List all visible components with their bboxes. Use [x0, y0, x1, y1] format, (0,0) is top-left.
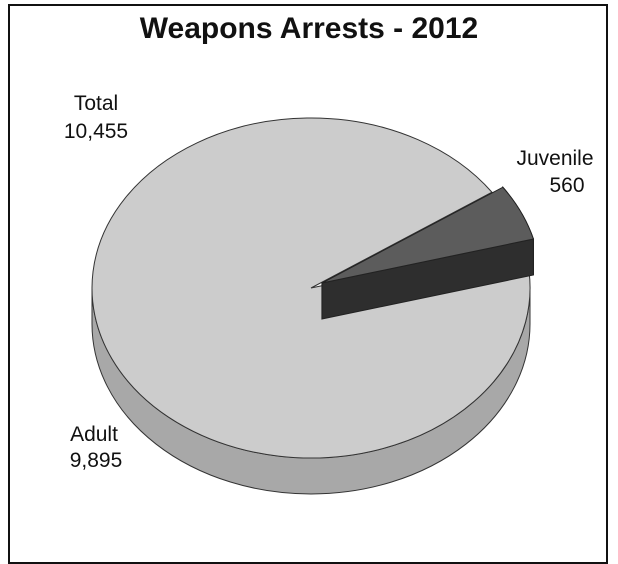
pie-slices: [91, 117, 535, 495]
juvenile-label: Juvenile: [516, 147, 593, 170]
pie-chart: Total 10,455 Juvenile 560 Adult 9,895: [64, 92, 594, 495]
total-label: Total: [74, 92, 118, 115]
juvenile-slice: [321, 186, 535, 284]
chart-title: Weapons Arrests - 2012: [139, 12, 479, 45]
adult-slice: [91, 117, 531, 459]
juvenile-value: 560: [549, 174, 584, 197]
total-value: 10,455: [64, 120, 128, 143]
adult-value: 9,895: [70, 449, 123, 472]
adult-label: Adult: [70, 423, 118, 446]
